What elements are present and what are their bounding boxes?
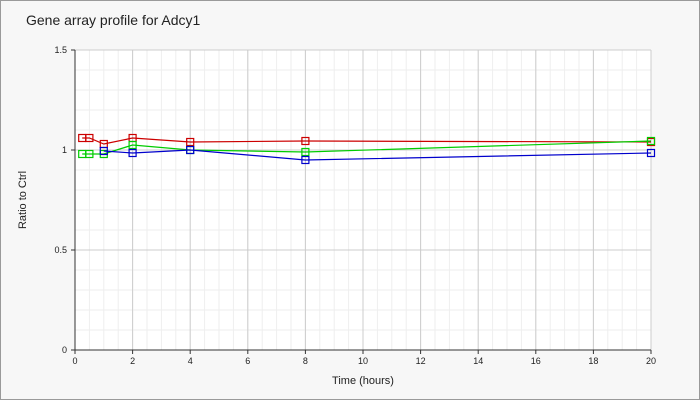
data-point-marker bbox=[128, 140, 137, 150]
y-tick-label: 0.5 bbox=[54, 245, 67, 255]
data-point-marker bbox=[646, 136, 656, 146]
data-point-marker bbox=[301, 147, 310, 157]
data-point-marker bbox=[85, 149, 94, 159]
data-point-marker bbox=[646, 148, 656, 158]
y-tick-label: 1 bbox=[62, 145, 67, 155]
series-layer bbox=[78, 133, 656, 165]
x-tick-label: 4 bbox=[188, 356, 193, 366]
x-tick-label: 0 bbox=[72, 356, 77, 366]
y-tick-labels: 0 0.5 1 1.5 bbox=[54, 45, 75, 355]
series-line bbox=[103, 149, 652, 161]
x-tick-label: 6 bbox=[245, 356, 250, 366]
chart-title: Gene array profile for Adcy1 bbox=[26, 12, 201, 28]
y-tick-label: 1.5 bbox=[54, 45, 67, 55]
data-point-marker bbox=[301, 136, 310, 146]
data-point-marker bbox=[301, 155, 310, 165]
data-point-marker bbox=[186, 145, 195, 155]
series-3 bbox=[99, 145, 656, 165]
series-line bbox=[82, 140, 652, 155]
x-tick-label: 20 bbox=[646, 356, 656, 366]
x-tick-labels: 0 2 4 6 8 10 12 14 16 18 20 bbox=[72, 350, 656, 366]
series-line bbox=[82, 137, 652, 145]
data-point-marker bbox=[128, 148, 137, 158]
series-1 bbox=[78, 133, 656, 149]
x-tick-label: 8 bbox=[303, 356, 308, 366]
x-tick-label: 10 bbox=[358, 356, 368, 366]
y-tick-label: 0 bbox=[62, 345, 67, 355]
x-tick-label: 14 bbox=[473, 356, 483, 366]
x-tick-label: 2 bbox=[130, 356, 135, 366]
x-axis-label: Time (hours) bbox=[332, 375, 394, 387]
x-tick-label: 16 bbox=[531, 356, 541, 366]
data-point-marker bbox=[186, 137, 195, 147]
y-axis-label: Ratio to Ctrl bbox=[17, 171, 29, 229]
minor-grid bbox=[74, 49, 652, 351]
data-point-marker bbox=[99, 146, 108, 156]
x-tick-label: 18 bbox=[588, 356, 598, 366]
data-point-marker bbox=[85, 133, 94, 143]
x-tick-label: 12 bbox=[416, 356, 426, 366]
